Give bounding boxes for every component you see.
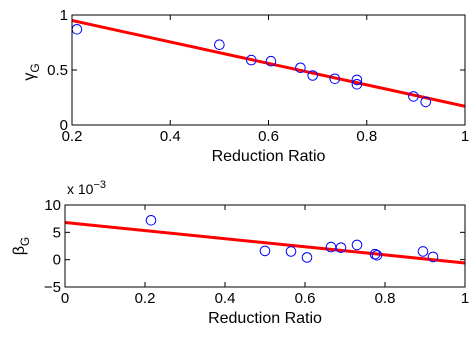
x-tick-label: 1: [461, 128, 469, 145]
x-tick-label: 0.4: [215, 290, 236, 307]
data-point: [420, 96, 432, 108]
data-point: [351, 79, 363, 90]
x-tick-label: 0.8: [356, 128, 377, 145]
chart-panel-1: 0.2 0.4 0.6 0.8 1 0 0.5 1 Reduction Ratio γG: [21, 7, 469, 165]
y-axis-label-symbol: γ: [21, 73, 38, 81]
x-tick-label: 0.6: [258, 128, 279, 145]
data-point: [214, 39, 225, 51]
data-point: [301, 252, 313, 263]
data-point: [307, 70, 319, 81]
data-point: [371, 249, 383, 261]
y-axis-exponent-base: x 10: [67, 181, 94, 197]
y-tick-label: 5: [53, 224, 61, 241]
y-axis-exponent: x 10−3: [67, 179, 106, 197]
plot-frame: [71, 14, 466, 126]
y-axis-label: βG: [11, 237, 32, 256]
data-point: [351, 74, 363, 86]
x-axis-label: Reduction Ratio: [208, 310, 322, 327]
data-point: [71, 24, 83, 35]
y-tick-label: 0.5: [47, 62, 68, 79]
data-point: [369, 248, 381, 260]
data-point: [427, 251, 439, 263]
y-axis-label: γG: [21, 63, 42, 80]
y-tick-label: −5: [44, 279, 61, 296]
data-point: [295, 62, 306, 74]
x-tick-label: 0: [61, 290, 69, 307]
y-tick-label: 10: [44, 197, 61, 214]
fit-line: [65, 221, 465, 265]
data-point: [351, 239, 363, 251]
x-tick-label: 0.4: [160, 128, 181, 145]
data-point: [145, 215, 157, 226]
x-tick-label: 1: [461, 290, 469, 307]
data-point: [265, 55, 277, 67]
y-tick-label: 1: [60, 7, 68, 24]
data-point: [417, 246, 429, 257]
y-tick-label: 0: [60, 117, 68, 134]
data-point: [335, 242, 347, 253]
data-point: [246, 54, 257, 66]
x-tick-label: 0.2: [135, 290, 156, 307]
x-tick-label: 0.6: [295, 290, 316, 307]
data-point: [259, 245, 271, 257]
y-axis-label-subscript: G: [28, 63, 42, 72]
x-tick-label: 0.8: [375, 290, 396, 307]
data-point: [408, 91, 419, 102]
y-axis-exponent-power: −3: [93, 179, 106, 191]
x-axis-label: Reduction Ratio: [212, 148, 326, 165]
data-point: [285, 246, 297, 257]
y-axis-label-subscript: G: [18, 237, 32, 246]
y-axis-label-symbol: β: [11, 246, 28, 255]
x-tick-label: 0.2: [62, 128, 83, 145]
y-tick-label: 0: [53, 252, 61, 269]
fit-line: [72, 19, 465, 108]
plot-frame: [64, 204, 466, 288]
data-point: [329, 73, 341, 85]
